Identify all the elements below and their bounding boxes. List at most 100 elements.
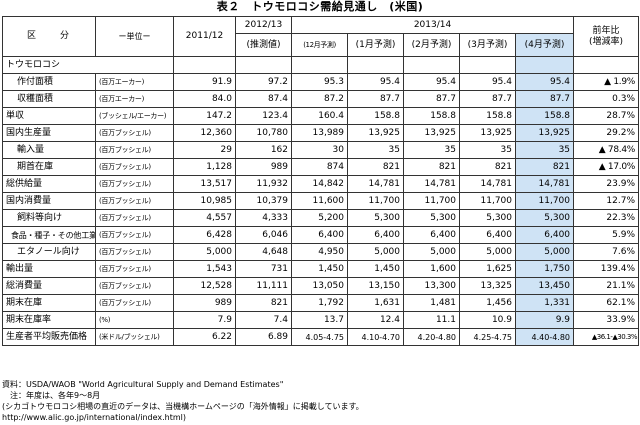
row-value: 1,631	[347, 294, 404, 312]
row-value: 4.05-4.75	[291, 328, 348, 346]
row-value: 5,300	[403, 209, 460, 227]
source-note: 資料：USDA/WAOB "World Agricultural Supply …	[2, 380, 284, 389]
row-value: 95.4	[514, 73, 575, 91]
row-change: ▲ 1.9%	[573, 73, 640, 91]
row-label: 生産者平均販売価格	[2, 328, 96, 346]
row-value: 4.25-4.75	[459, 328, 516, 346]
row-value: 7.4	[235, 311, 292, 329]
row-value: 160.4	[291, 107, 348, 125]
row-value: 1,456	[459, 294, 516, 312]
row-value: 6.89	[235, 328, 292, 346]
table-row: 期末在庫 (百万ブッシェル) 989 821 1,792 1,631 1,481 1,456 1…	[2, 294, 640, 312]
header-forecast-mar: (3月予測)	[459, 33, 516, 57]
row-value: 6.22	[173, 328, 236, 346]
table-row: 期末在庫率 (%) 7.9 7.4 13.7 12.4 11.1 10.9 9.9 33.9%	[2, 311, 640, 329]
table-row: 総供給量 (百万ブッシェル) 13,517 11,932 14,842 14,781 14,…	[2, 175, 640, 193]
row-unit: (百万エーカー)	[95, 73, 174, 91]
row-value: 10,379	[235, 192, 292, 210]
row-value: 11,600	[291, 192, 348, 210]
url-link[interactable]: http://www.alic.go.jp/international/inde…	[2, 413, 186, 422]
link-note: (シカゴトウモロコシ相場の直近のデータは、当機構ホームページの「海外情報」に掲載…	[2, 402, 364, 411]
row-value: 1,625	[459, 260, 516, 278]
row-value: 5,000	[347, 243, 404, 261]
row-value: 162	[235, 141, 292, 159]
row-value: 1,450	[291, 260, 348, 278]
row-value: 11,111	[235, 277, 292, 295]
row-value: 14,781	[459, 175, 516, 193]
section-empty	[403, 56, 460, 74]
row-value: 821	[347, 158, 404, 176]
section-empty	[514, 56, 575, 74]
row-value: 13,925	[514, 124, 575, 142]
header-year-2012: 2012/13	[235, 16, 292, 34]
row-value: 12.4	[347, 311, 404, 329]
row-value: 13,050	[291, 277, 348, 295]
table-row: 総消費量 (百万ブッシェル) 12,528 11,111 13,050 13,150 13,…	[2, 277, 640, 295]
row-value: 158.8	[403, 107, 460, 125]
row-value: 989	[173, 294, 236, 312]
supply-demand-table: 区 分 ー単位ー 2011/12 2012/13 2013/14 前年比 (増減…	[2, 16, 640, 346]
row-change: 12.7%	[573, 192, 640, 210]
row-value: 5,000	[459, 243, 516, 261]
row-unit: (%)	[95, 311, 174, 329]
table-row: 生産者平均販売価格 (米ドル/ブッシェル) 6.22 6.89 4.05-4.75 4.1…	[2, 328, 640, 346]
row-unit: (百万ブッシェル)	[95, 158, 174, 176]
row-value: 989	[235, 158, 292, 176]
header-change-line2: (増減率)	[589, 36, 624, 47]
table-row: 収穫面積 (百万エーカー) 84.0 87.4 87.2 87.7 87.7 87.7 87.7…	[2, 90, 640, 108]
row-value: 731	[235, 260, 292, 278]
row-value: 13,925	[459, 124, 516, 142]
row-value: 4.10-4.70	[347, 328, 404, 346]
row-value: 30	[291, 141, 348, 159]
row-label: 収穫面積	[2, 90, 96, 108]
row-value: 147.2	[173, 107, 236, 125]
table-row: 単収 (ブッシェル/エーカー) 147.2 123.4 160.4 158.8 158.8 1…	[2, 107, 640, 125]
table-row: 作付面積 (百万エーカー) 91.9 97.2 95.3 95.4 95.4 95.4 95.4…	[2, 73, 640, 91]
row-value: 1,128	[173, 158, 236, 176]
row-value: 87.4	[235, 90, 292, 108]
row-value: 35	[459, 141, 516, 159]
row-value: 5,000	[173, 243, 236, 261]
row-label: 国内生産量	[2, 124, 96, 142]
row-label: 期末在庫率	[2, 311, 96, 329]
row-value: 5,300	[347, 209, 404, 227]
row-change: 139.4%	[573, 260, 640, 278]
row-value: 158.8	[347, 107, 404, 125]
row-value: 6,428	[173, 226, 236, 244]
row-label: 国内消費量	[2, 192, 96, 210]
row-value: 87.2	[291, 90, 348, 108]
row-value: 5,200	[291, 209, 348, 227]
row-value: 4,557	[173, 209, 236, 227]
row-value: 13,450	[514, 277, 575, 295]
row-value: 95.3	[291, 73, 348, 91]
header-change: 前年比 (増減率)	[573, 16, 640, 57]
section-row: トウモロコシ	[2, 56, 640, 74]
row-unit: (百万ブッシェル)	[95, 277, 174, 295]
row-unit: (百万ブッシェル)	[95, 124, 174, 142]
header-category: 区 分	[2, 16, 96, 57]
row-change: ▲ 17.0%	[573, 158, 640, 176]
row-unit: (百万ブッシェル)	[95, 243, 174, 261]
row-value: 35	[347, 141, 404, 159]
row-change: ▲ 78.4%	[573, 141, 640, 159]
row-value: 821	[403, 158, 460, 176]
row-label: 総供給量	[2, 175, 96, 193]
header-estimate: (推測値)	[235, 33, 292, 57]
row-value: 4.40-4.80	[514, 328, 575, 346]
row-value: 6,400	[459, 226, 516, 244]
row-value: 10,985	[173, 192, 236, 210]
row-value: 11,700	[403, 192, 460, 210]
row-value: 6,400	[403, 226, 460, 244]
row-unit: (百万ブッシェル)	[95, 226, 174, 244]
header-change-line1: 前年比	[592, 25, 620, 36]
notes: 資料：USDA/WAOB "World Agricultural Supply …	[2, 379, 638, 423]
header-year-2013: 2013/14	[290, 16, 575, 34]
row-value: 1,450	[347, 260, 404, 278]
row-value: 97.2	[235, 73, 292, 91]
row-value: 10,780	[235, 124, 292, 142]
section-empty	[459, 56, 516, 74]
row-label: 作付面積	[2, 73, 96, 91]
row-change: 22.3%	[573, 209, 640, 227]
row-value: 10.9	[459, 311, 516, 329]
